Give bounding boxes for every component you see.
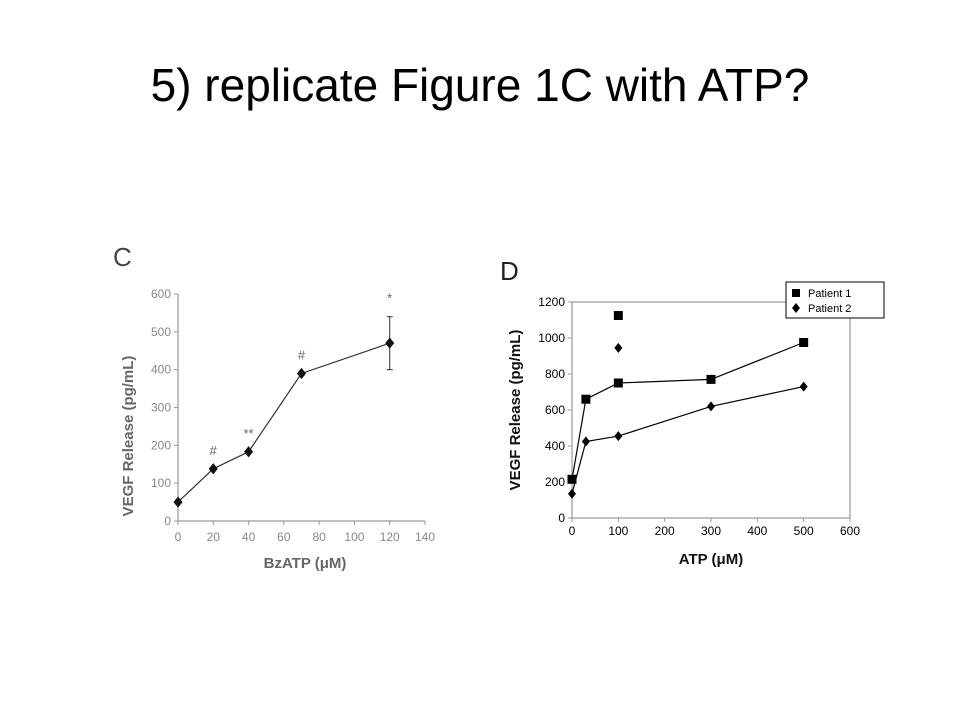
chart-c-x-tick-label: 100 [344, 530, 364, 544]
chart-c-y-tick-label: 200 [151, 438, 171, 452]
chart-c-annotation: # [298, 347, 306, 362]
chart-d-x-tick-label: 300 [701, 524, 721, 538]
chart-c-x-tick-label: 40 [242, 530, 256, 544]
chart-c-point [173, 496, 183, 508]
chart-d-x-tick-label: 200 [655, 524, 675, 538]
chart-c-x-tick-label: 140 [415, 530, 435, 544]
chart-c-annotation: * [387, 291, 392, 306]
chart-c-y-tick-label: 0 [164, 514, 171, 528]
chart-c-x-tick-label: 120 [380, 530, 400, 544]
chart-d-y-tick-label: 0 [558, 511, 565, 525]
chart-d-x-tick-label: 0 [569, 524, 576, 538]
chart-d-y-tick-label: 600 [545, 403, 565, 417]
chart-d-point-series-2 [799, 381, 808, 392]
chart-panel-d: D ATP (μM) VEGF Release (pg/mL) 0 200 400 6… [490, 250, 890, 580]
chart-c-x-tick-label: 0 [175, 530, 182, 544]
chart-c-y-tick-label: 300 [151, 401, 171, 415]
chart-d-point-series-1 [581, 394, 591, 404]
chart-c-series-line [177, 342, 390, 503]
chart-c-svg: C BzATP (μM) VEGF Release (pg/mL) 0 100 20… [113, 242, 435, 572]
chart-c-x-tick-label: 80 [312, 530, 326, 544]
chart-c-y-tick-label: 100 [151, 476, 171, 490]
chart-c-point [297, 367, 306, 380]
chart-d-point-series-1 [799, 338, 809, 347]
chart-d-legend: Patient 1 Patient 2 [785, 281, 885, 319]
chart-d-point-series-1 [613, 378, 623, 388]
chart-c-ylabel: VEGF Release (pg/mL) [120, 356, 137, 517]
chart-c-annotation: ** [244, 426, 254, 441]
chart-d-legend-label: Patient 1 [808, 288, 851, 300]
chart-d-point-series-2 [707, 401, 715, 412]
chart-d-extra-point [614, 342, 623, 353]
chart-c-point [385, 337, 395, 349]
chart-d-series-line-2 [571, 386, 804, 494]
slide-title: 5) replicate Figure 1C with ATP? [150, 59, 810, 111]
chart-d-legend-box [785, 281, 885, 319]
chart-d-series-line-1 [571, 341, 804, 480]
chart-d-point-series-2 [581, 436, 590, 447]
chart-d-svg: D ATP (μM) VEGF Release (pg/mL) 0 200 400 6… [500, 256, 885, 568]
chart-d-ylabel: VEGF Release (pg/mL) [507, 330, 524, 491]
chart-d-x-tick-label: 100 [608, 524, 628, 538]
chart-c-point [244, 446, 254, 458]
chart-c-y-tick-label: 600 [151, 287, 171, 301]
chart-d-y-tick-label: 400 [545, 439, 565, 453]
chart-d-xlabel: ATP (μM) [679, 551, 743, 568]
chart-c-xlabel: BzATP (μM) [264, 555, 347, 572]
chart-d-x-tick-label: 600 [840, 524, 860, 538]
chart-d-y-tick-label: 1200 [538, 295, 565, 309]
chart-d-y-tick-label: 800 [545, 367, 565, 381]
chart-d-legend-label: Patient 2 [808, 303, 851, 315]
chart-c-x-tick-label: 60 [277, 530, 291, 544]
chart-d-legend-marker [792, 303, 800, 313]
chart-d-legend-marker [792, 289, 800, 297]
chart-d-extra-point [613, 311, 623, 320]
chart-d-x-tick-label: 400 [747, 524, 767, 538]
chart-d-y-tick-label: 200 [545, 475, 565, 489]
panel-label-c: C [113, 242, 132, 272]
chart-panel-c: C BzATP (μM) VEGF Release (pg/mL) 0 100 20… [105, 236, 455, 581]
chart-c-y-tick-label: 500 [151, 325, 171, 339]
panel-label-d: D [500, 256, 519, 286]
chart-d-point-series-1 [706, 374, 716, 384]
chart-c-annotation: # [210, 443, 218, 458]
chart-c-x-tick-label: 20 [207, 530, 221, 544]
chart-d-point-series-2 [568, 488, 576, 499]
chart-d-point-series-2 [614, 431, 623, 442]
chart-d-x-tick-label: 500 [794, 524, 814, 538]
chart-d-point-series-1 [567, 474, 577, 484]
chart-c-y-tick-label: 400 [151, 363, 171, 377]
chart-c-point [208, 463, 218, 475]
chart-d-y-tick-label: 1000 [538, 331, 565, 345]
